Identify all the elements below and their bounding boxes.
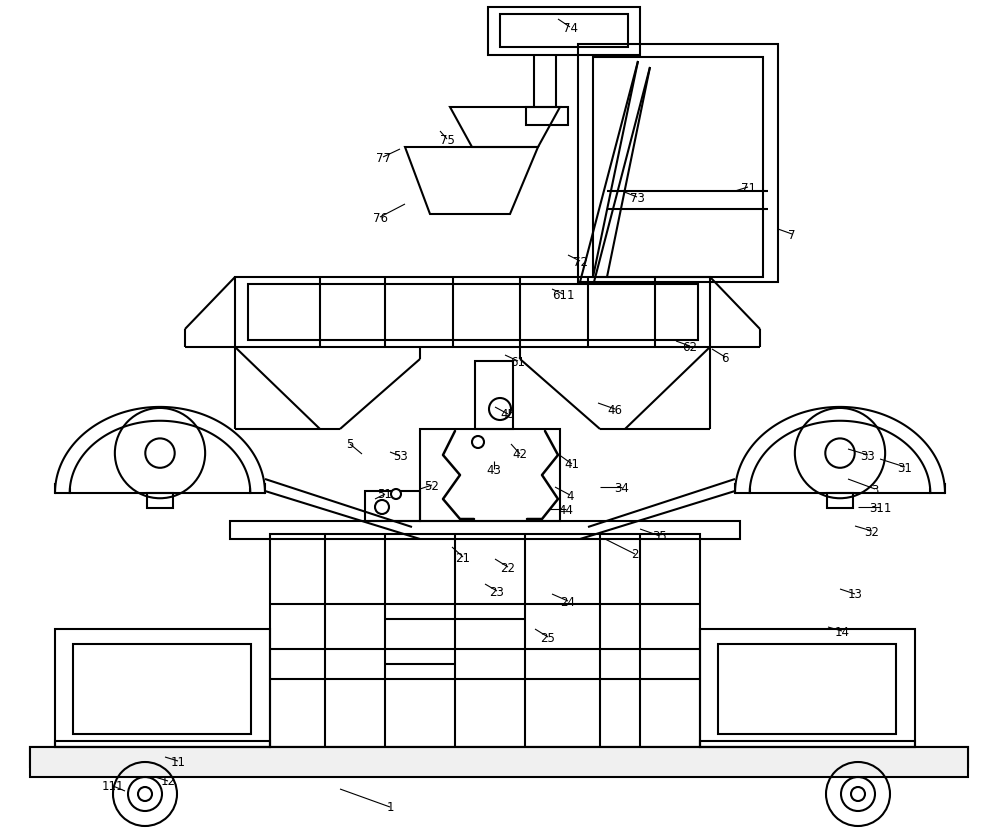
Text: 51: 51 (378, 488, 392, 501)
Bar (488, 8, 640, 56)
Text: 53: 53 (393, 450, 407, 463)
Bar (578, 45, 778, 282)
Bar (718, 644, 896, 734)
Bar (700, 629, 915, 747)
Text: 61: 61 (511, 355, 526, 368)
Bar (248, 285, 698, 340)
Text: 21: 21 (456, 551, 471, 564)
Bar (147, 493, 173, 508)
Text: 74: 74 (562, 22, 578, 35)
Circle shape (375, 500, 389, 514)
Bar (500, 15, 628, 48)
Bar (73, 644, 251, 734)
Text: 62: 62 (682, 340, 698, 353)
Text: 25: 25 (541, 631, 555, 643)
Text: 7: 7 (788, 229, 796, 241)
Circle shape (145, 439, 175, 469)
Bar (526, 108, 568, 126)
Bar (230, 522, 740, 539)
Bar (827, 493, 853, 508)
Text: 23: 23 (490, 585, 504, 598)
Text: 4: 4 (566, 489, 574, 502)
Text: 3: 3 (871, 483, 879, 496)
Bar (700, 741, 915, 747)
Bar (365, 491, 420, 522)
Circle shape (825, 439, 855, 469)
Bar (30, 747, 968, 777)
Text: 1: 1 (386, 801, 394, 814)
Text: 45: 45 (501, 408, 515, 421)
Text: 111: 111 (102, 779, 124, 792)
Text: 611: 611 (552, 288, 574, 301)
Text: 71: 71 (740, 181, 756, 195)
Text: 46: 46 (608, 403, 622, 416)
Text: 76: 76 (373, 211, 388, 224)
Text: 35: 35 (653, 530, 667, 543)
Circle shape (851, 787, 865, 801)
Text: 72: 72 (572, 255, 588, 268)
Text: 24: 24 (560, 595, 576, 608)
Circle shape (138, 787, 152, 801)
Bar (593, 58, 763, 277)
Text: 22: 22 (501, 561, 516, 574)
Text: 34: 34 (615, 481, 629, 494)
Text: 52: 52 (425, 479, 439, 492)
Text: 44: 44 (558, 503, 574, 516)
Text: 11: 11 (171, 754, 186, 768)
Text: 42: 42 (512, 448, 528, 461)
Bar (475, 362, 513, 430)
Text: 31: 31 (898, 461, 912, 474)
Bar (420, 430, 560, 522)
Text: 75: 75 (440, 133, 454, 147)
Circle shape (391, 489, 401, 499)
Text: 33: 33 (861, 449, 875, 462)
Text: 6: 6 (721, 351, 729, 364)
Text: 311: 311 (869, 501, 891, 514)
Text: 2: 2 (631, 548, 639, 561)
Bar (235, 277, 710, 348)
Text: 5: 5 (346, 438, 354, 451)
Bar (55, 629, 270, 747)
Text: 14: 14 (834, 625, 850, 638)
Text: 12: 12 (161, 774, 176, 787)
Text: 41: 41 (564, 458, 580, 471)
Text: 73: 73 (630, 191, 644, 205)
Bar (270, 534, 700, 747)
Bar (30, 747, 968, 767)
Text: 32: 32 (865, 525, 879, 538)
Text: 77: 77 (376, 152, 391, 164)
Text: 13: 13 (848, 588, 862, 601)
Bar (55, 741, 270, 747)
Circle shape (472, 436, 484, 449)
Text: 43: 43 (487, 463, 501, 476)
